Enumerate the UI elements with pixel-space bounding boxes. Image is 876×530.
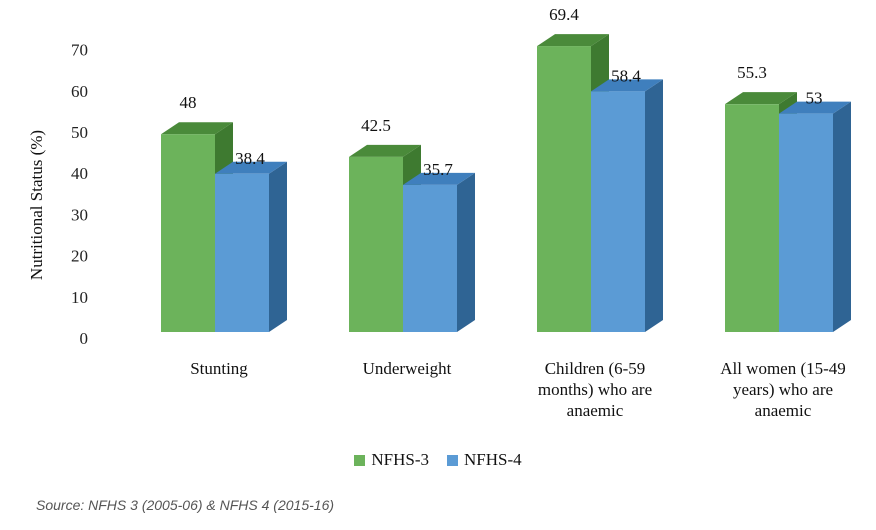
data-label-nfhs3: 48 xyxy=(180,93,197,112)
y-tick-label: 0 xyxy=(80,329,89,348)
category-label: All women (15-49 xyxy=(720,359,846,378)
bar-side-nfhs4 xyxy=(645,79,663,332)
bar-top-nfhs4 xyxy=(779,101,851,114)
y-tick-label: 40 xyxy=(71,164,88,183)
legend-item-nfhs4: NFHS-4 xyxy=(447,450,522,470)
legend-label-nfhs3: NFHS-3 xyxy=(371,450,429,469)
y-tick-label: 60 xyxy=(71,82,88,101)
category-label: years) who are xyxy=(733,380,833,399)
bar-side-nfhs4 xyxy=(269,161,287,332)
y-axis-title: Nutritional Status (%) xyxy=(27,130,46,280)
source-note: Source: NFHS 3 (2005-06) & NFHS 4 (2015-… xyxy=(36,497,335,513)
category-label: Children (6-59 xyxy=(545,359,646,378)
y-tick-label: 70 xyxy=(71,41,88,60)
legend-swatch-nfhs3 xyxy=(354,454,366,466)
category-label: Underweight xyxy=(363,359,452,378)
bar-nfhs3 xyxy=(537,46,591,333)
legend: NFHS-3 NFHS-4 xyxy=(0,450,876,470)
bar-top-nfhs4 xyxy=(215,161,287,174)
category-label: anaemic xyxy=(755,401,812,420)
bar-nfhs3 xyxy=(161,134,215,332)
y-tick-label: 50 xyxy=(71,123,88,142)
bar-top-nfhs3 xyxy=(725,92,797,105)
bar-nfhs3 xyxy=(349,156,403,332)
bar-top-nfhs3 xyxy=(349,144,421,157)
category-label: anaemic xyxy=(567,401,624,420)
data-label-nfhs4: 58.4 xyxy=(611,66,641,85)
data-label-nfhs3: 69.4 xyxy=(549,5,579,24)
category-label: months) who are xyxy=(538,380,652,399)
bar-side-nfhs4 xyxy=(833,101,851,332)
bar-top-nfhs4 xyxy=(403,172,475,185)
legend-label-nfhs4: NFHS-4 xyxy=(464,450,522,469)
data-label-nfhs3: 42.5 xyxy=(361,116,391,135)
bar-nfhs4 xyxy=(779,113,833,332)
legend-swatch-nfhs4 xyxy=(447,454,458,466)
bar-nfhs4 xyxy=(591,91,645,332)
category-label: Stunting xyxy=(190,359,248,378)
data-label-nfhs4: 35.7 xyxy=(423,160,453,179)
y-tick-label: 20 xyxy=(71,247,88,266)
bar-nfhs3 xyxy=(725,104,779,332)
bar-side-nfhs4 xyxy=(457,172,475,332)
bar-nfhs4 xyxy=(215,173,269,332)
data-label-nfhs4: 53 xyxy=(806,89,823,108)
bar-top-nfhs4 xyxy=(591,79,663,92)
y-tick-label: 30 xyxy=(71,205,88,224)
data-label-nfhs4: 38.4 xyxy=(235,149,265,168)
bar-top-nfhs3 xyxy=(161,122,233,135)
legend-item-nfhs3: NFHS-3 xyxy=(354,450,429,470)
bar-nfhs4 xyxy=(403,184,457,332)
data-label-nfhs3: 55.3 xyxy=(737,63,767,82)
bar-top-nfhs3 xyxy=(537,34,609,47)
y-tick-label: 10 xyxy=(71,288,88,307)
